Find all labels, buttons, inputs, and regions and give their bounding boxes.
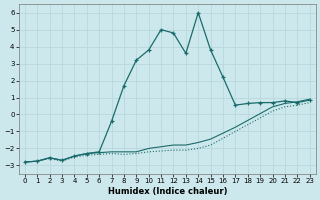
- X-axis label: Humidex (Indice chaleur): Humidex (Indice chaleur): [108, 187, 227, 196]
